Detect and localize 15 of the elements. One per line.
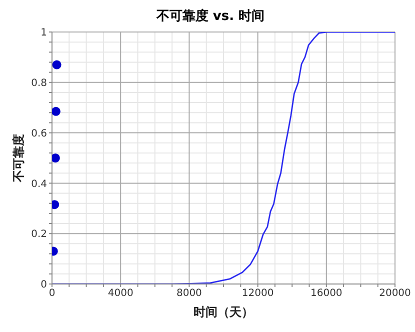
x-tick-label: 4000 [108,288,134,300]
x-tick-label: 16000 [310,288,342,300]
y-tick-label: 0.2 [31,229,47,240]
y-tick-label: 0.6 [31,128,47,140]
chart-title: 不可靠度 vs. 时间 [155,8,266,26]
x-axis-title: 时间（天） [194,305,254,319]
y-tick-label: 0.4 [31,178,47,190]
y-tick-label: 0 [40,280,47,291]
x-tick-label: 8000 [176,288,202,300]
x-tick-label: 0 [48,288,56,300]
y-tick-label: 1 [40,28,47,39]
x-tick-label: 12000 [242,288,274,300]
y-axis-title: 不可靠度 [11,134,26,183]
y-tick-label: 0.8 [31,78,47,89]
x-tick-label: 20000 [379,288,411,300]
